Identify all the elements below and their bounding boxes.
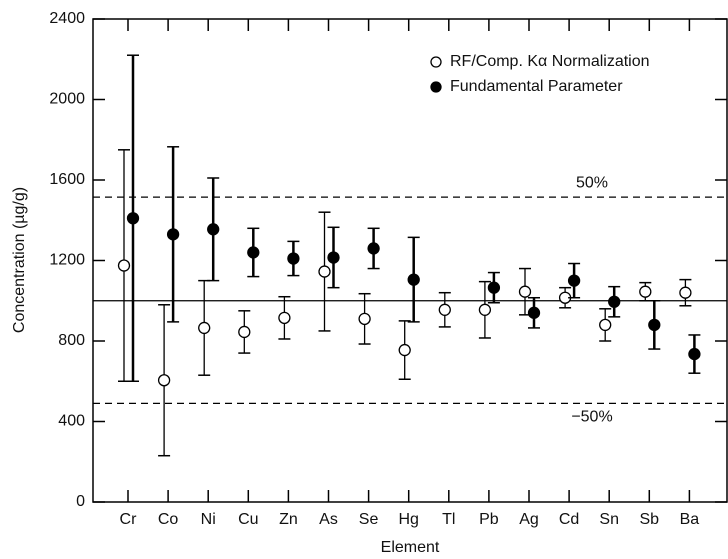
y-tick-label: 2000 xyxy=(49,91,85,108)
legend-marker xyxy=(430,81,442,93)
legend-label: RF/Comp. Kα Normalization xyxy=(450,53,650,70)
data-point xyxy=(318,265,331,278)
data-point xyxy=(487,281,501,294)
x-tick-label: Pb xyxy=(479,511,499,528)
data-point xyxy=(679,286,692,299)
x-tick-label: Ag xyxy=(519,511,539,528)
x-tick-label: Ba xyxy=(680,511,700,528)
y-tick-label: 400 xyxy=(58,413,85,430)
x-tick-label: Cu xyxy=(238,511,258,528)
data-point xyxy=(599,318,612,332)
data-point xyxy=(358,312,371,326)
legend-label: Fundamental Parameter xyxy=(450,78,623,95)
data-point xyxy=(207,223,220,236)
plot-frame xyxy=(92,18,728,503)
data-point xyxy=(407,273,420,286)
data-point xyxy=(367,242,380,255)
data-point xyxy=(688,347,701,361)
data-point xyxy=(398,343,411,357)
x-tick-label: Se xyxy=(359,511,379,528)
reference-label: 50% xyxy=(576,174,608,191)
y-tick-label: 1200 xyxy=(49,252,85,269)
y-tick-label: 2400 xyxy=(49,10,85,27)
y-axis-label: Concentration (µg/g) xyxy=(11,187,28,333)
data-point xyxy=(639,285,652,298)
y-tick-label: 1600 xyxy=(49,171,85,188)
data-point xyxy=(126,212,140,225)
data-point xyxy=(278,311,291,325)
data-point xyxy=(157,374,171,387)
data-point xyxy=(518,285,532,298)
data-point xyxy=(238,325,251,339)
x-tick-label: Sn xyxy=(599,511,619,528)
data-point xyxy=(648,318,661,332)
x-tick-label: Zn xyxy=(279,511,298,528)
data-point xyxy=(608,295,621,308)
y-tick-label: 0 xyxy=(76,493,85,510)
x-tick-label: Co xyxy=(158,511,179,528)
x-tick-label: Tl xyxy=(442,511,455,528)
data-point xyxy=(478,303,492,316)
x-tick-label: Cd xyxy=(559,511,579,528)
x-tick-label: Cr xyxy=(120,511,138,528)
data-point xyxy=(198,321,211,335)
x-tick-label: Ni xyxy=(201,511,216,528)
data-point xyxy=(166,228,180,241)
data-point xyxy=(567,274,581,287)
data-point xyxy=(287,252,300,265)
y-tick-label: 800 xyxy=(58,332,85,349)
data-point xyxy=(438,303,451,316)
x-tick-label: Hg xyxy=(398,511,418,528)
x-axis-label: Element xyxy=(381,539,440,556)
data-point xyxy=(327,251,340,264)
reference-label: −50% xyxy=(571,409,612,426)
x-tick-label: As xyxy=(319,511,338,528)
x-tick-label: Sb xyxy=(640,511,660,528)
data-point xyxy=(117,259,131,272)
legend-marker xyxy=(430,56,442,68)
data-point xyxy=(247,246,260,259)
data-point xyxy=(527,306,541,319)
